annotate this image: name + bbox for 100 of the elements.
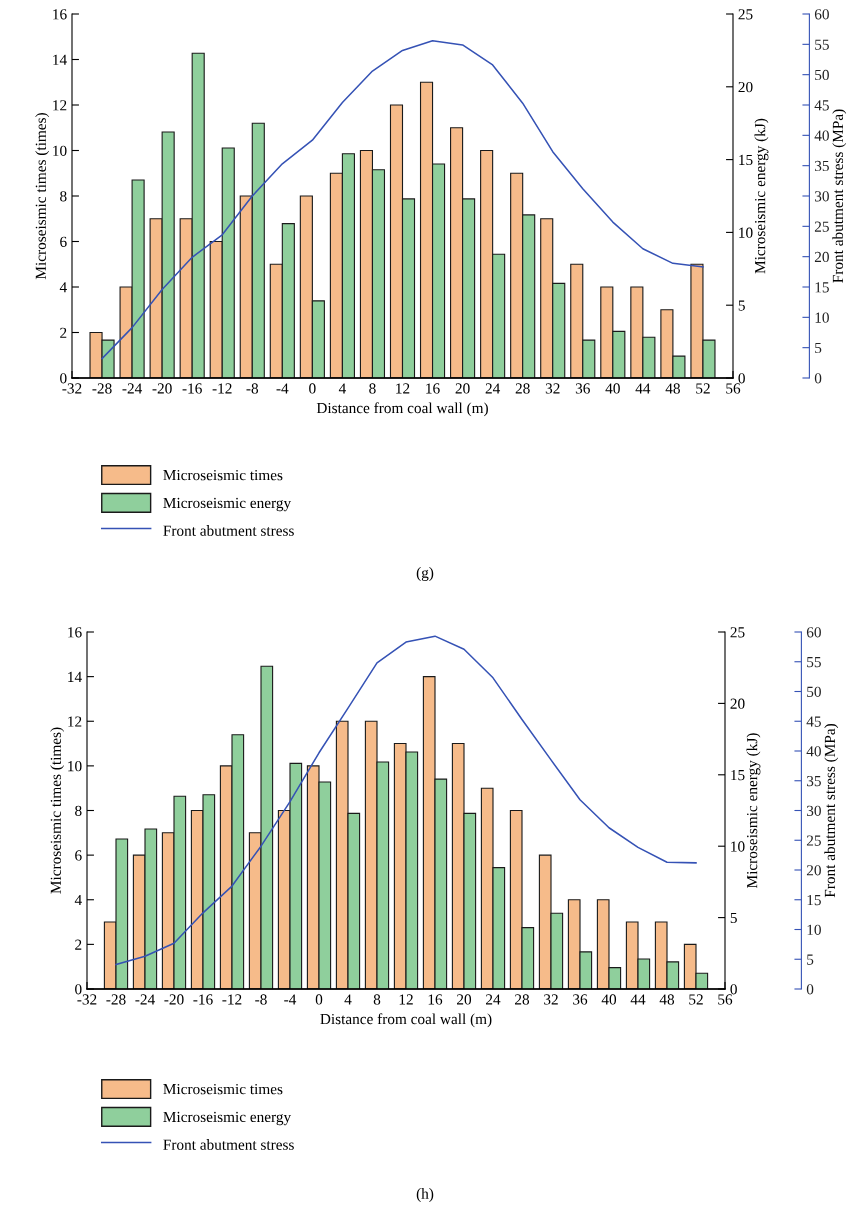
y-tick-label: 14: [53, 54, 67, 65]
x-tick-label: -4: [276, 383, 289, 394]
y2-tick-label: 10: [731, 841, 745, 852]
y-tick-label: 16: [68, 627, 82, 638]
y2-tick-label: 5: [730, 912, 737, 924]
y-axis-title: Microseismic times (times): [50, 727, 65, 894]
y3-tick-label: 10: [815, 312, 829, 323]
y3-tick-label: 55: [807, 657, 821, 668]
y-tick-label: 10: [68, 761, 82, 772]
legend-label: Microseismic times: [163, 1083, 283, 1095]
y3-tick-label: 30: [814, 191, 829, 202]
y3-tick-label: 25: [814, 221, 829, 232]
y-tick-label: 8: [75, 805, 82, 816]
x-tick-label: 52: [689, 994, 703, 1005]
y3-tick-label: 30: [806, 805, 821, 816]
y2-tick-label: 10: [739, 227, 753, 238]
y3-tick-label: 55: [815, 39, 829, 50]
y3-tick-label: 35: [806, 775, 821, 787]
y3-tick-label: 0: [814, 373, 822, 384]
y3-tick-label: 50: [807, 686, 821, 697]
y-tick-label: 12: [68, 716, 82, 727]
x-tick-label: 28: [515, 383, 530, 394]
x-tick-label: -32: [77, 994, 97, 1005]
x-tick-label: -12: [222, 994, 242, 1005]
x-tick-label: 16: [428, 994, 443, 1005]
x-tick-label: 8: [373, 994, 381, 1005]
x-tick-label: 16: [426, 383, 440, 394]
y3-tick-label: 60: [814, 9, 829, 20]
y-tick-label: 8: [60, 191, 67, 202]
x-tick-label: 44: [635, 383, 651, 394]
y2-tick-label: 20: [730, 698, 745, 709]
y2-tick-label: 20: [738, 81, 753, 93]
line-series: [101, 39, 704, 360]
y-axis-title: Microseismic times (times): [35, 113, 50, 280]
x-tick-label: 52: [696, 383, 710, 394]
x-tick-label: -32: [62, 383, 82, 394]
x-tick-label: 0: [309, 383, 316, 394]
x-tick-label: 40: [605, 383, 620, 394]
x-tick-label: 36: [575, 383, 590, 394]
y2-tick-label: 25: [730, 627, 745, 638]
legend-label: Microseismic energy: [163, 497, 292, 512]
x-axis-title: Distance from coal wall (m): [320, 1013, 492, 1028]
y-tick-label: 14: [68, 671, 82, 682]
x-tick-label: -8: [246, 383, 259, 394]
y-tick-label: 4: [74, 894, 82, 906]
x-tick-label: 48: [659, 994, 675, 1005]
y2-tick-label: 0: [730, 984, 737, 995]
x-tick-label: 28: [515, 994, 530, 1005]
y3-tick-label: 5: [807, 954, 814, 965]
x-tick-label: 32: [545, 383, 560, 394]
text: (g): [416, 567, 434, 581]
y3-tick-label: 45: [814, 100, 829, 111]
x-tick-label: 40: [601, 994, 617, 1005]
x-tick-label: -8: [255, 994, 267, 1005]
x-tick-label: 24: [485, 383, 501, 394]
x-tick-label: -16: [182, 383, 202, 394]
x-tick-label: 56: [726, 383, 741, 394]
x-tick-label: 24: [486, 994, 501, 1005]
y3-tick-label: 0: [806, 984, 814, 995]
x-tick-label: -12: [212, 383, 232, 394]
x-tick-label: 44: [630, 994, 646, 1005]
y2-tick-label: 15: [731, 770, 745, 781]
x-tick-label: 8: [369, 383, 376, 394]
x-tick-label: 56: [718, 994, 733, 1005]
x-tick-label: -24: [122, 383, 143, 394]
x-tick-label: -28: [92, 383, 112, 394]
x-tick-label: -28: [106, 994, 126, 1005]
y3-tick-label: 45: [806, 716, 821, 727]
y-tick-label: 10: [53, 145, 67, 156]
y3-tick-label: 20: [806, 865, 821, 876]
y-tick-label: 0: [75, 984, 82, 995]
y-tick-label: 4: [59, 282, 67, 293]
y2-tick-label: 0: [738, 373, 745, 384]
x-tick-label: 36: [573, 994, 588, 1005]
y-tick-label: 0: [60, 373, 67, 384]
legend-label: Front abutment stress: [163, 525, 294, 536]
y2-tick-label: 5: [738, 300, 745, 311]
y2-axis-title: Microseismic energy (kJ): [754, 118, 769, 274]
y3-tick-label: 5: [815, 342, 822, 354]
y-tick-label: 16: [53, 9, 67, 20]
y-tick-label: 12: [53, 100, 67, 111]
x-tick-label: 12: [399, 994, 413, 1005]
x-tick-label: 12: [396, 383, 410, 394]
y2-tick-label: 25: [738, 9, 753, 20]
x-tick-label: 48: [665, 383, 680, 394]
y-tick-label: 2: [75, 939, 82, 950]
legend-label: Microseismic times: [163, 469, 283, 481]
x-tick-label: -24: [135, 994, 155, 1005]
y3-tick-label: 40: [814, 130, 829, 141]
y3-tick-label: 35: [814, 160, 829, 172]
y2-tick-label: 15: [739, 154, 753, 166]
y2-axis-title: Microseismic energy (kJ): [746, 733, 761, 888]
x-tick-label: 20: [455, 383, 470, 394]
legend-label: Microseismic energy: [163, 1111, 292, 1126]
y3-tick-label: 40: [806, 746, 821, 757]
x-axis-title: Distance from coal wall (m): [316, 402, 488, 417]
x-tick-label: 20: [457, 994, 472, 1005]
y-tick-label: 2: [60, 327, 67, 338]
x-tick-label: 4: [338, 383, 346, 394]
x-tick-label: -20: [164, 994, 184, 1005]
